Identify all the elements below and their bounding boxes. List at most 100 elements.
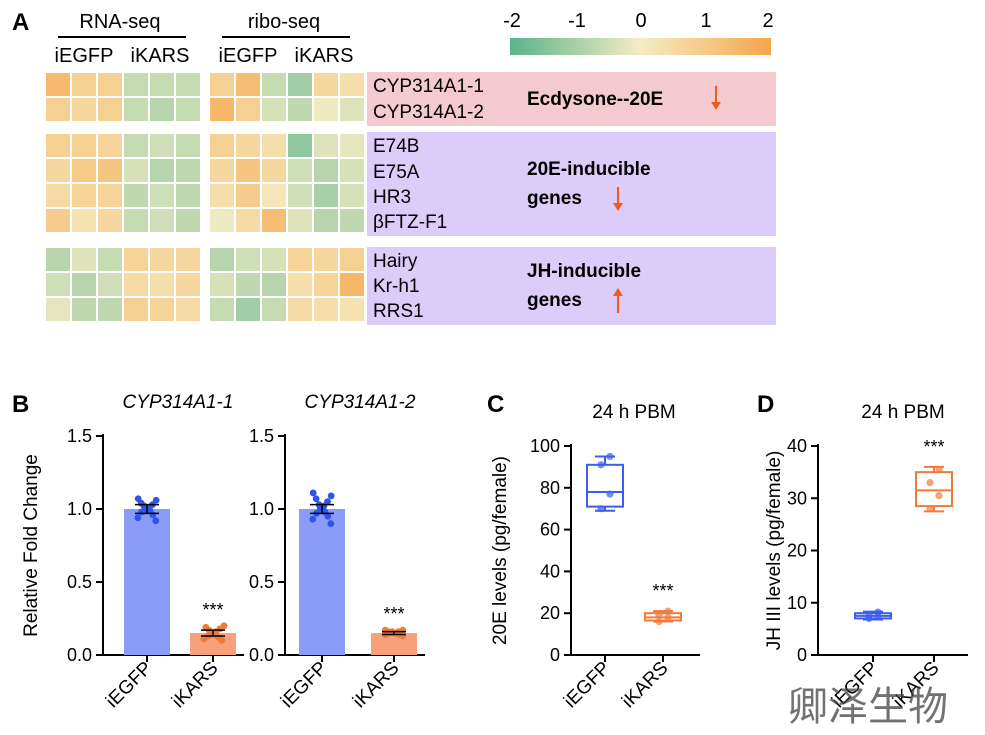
heatmap-cell <box>338 71 366 98</box>
heatmap-cell <box>260 157 288 184</box>
x-tick-label: iEGFP <box>560 658 614 712</box>
heatmap-cell <box>122 207 150 234</box>
col-label-rna-iegfp: iEGFP <box>55 45 114 67</box>
y-tick-label: 60 <box>540 520 560 540</box>
data-point <box>597 461 605 469</box>
header-ribo-seq: ribo-seq <box>248 11 320 33</box>
data-point <box>202 623 210 631</box>
heatmap-cell <box>286 182 314 209</box>
heatmap-cell <box>260 246 288 273</box>
chart-cyp314a1-2: 0.0 0.5 1.0 1.5 iEGFP iKARS CYP314A1-2 *** <box>249 392 425 712</box>
heatmap-cell <box>148 157 176 184</box>
heatmap-cell <box>260 96 288 123</box>
data-point <box>597 505 605 513</box>
gene-label: E74B <box>373 136 419 157</box>
chart-title: CYP314A1-1 <box>123 392 234 413</box>
heatmap-cell <box>70 296 98 323</box>
col-label-ribo-ikars: iKARS <box>295 45 354 67</box>
data-point <box>134 495 142 503</box>
data-point <box>152 496 160 504</box>
y-tick-label: 0 <box>550 645 560 665</box>
heatmap-cell <box>208 132 236 159</box>
colorbar-tick: 1 <box>700 10 711 32</box>
heatmap-cell <box>44 96 72 123</box>
heatmap-cell <box>208 246 236 273</box>
significance-label: *** <box>383 604 404 624</box>
chart-title: 24 h PBM <box>592 402 675 423</box>
group-label-20e-inducible: 20E-inducible <box>527 159 651 180</box>
heatmap-cell <box>148 132 176 159</box>
group-label-20e-inducible-line2: genes <box>527 188 582 209</box>
colorbar: -2 -1 0 1 2 <box>503 10 774 55</box>
heatmap-cell <box>234 71 262 98</box>
heatmap-cell <box>122 182 150 209</box>
heatmap-cell <box>312 71 340 98</box>
watermark: 卿泽生物 <box>788 685 948 729</box>
y-tick-label: 0.0 <box>67 645 92 665</box>
heatmap-cell <box>286 246 314 273</box>
heatmap-cell <box>96 157 124 184</box>
heatmap-cell <box>70 157 98 184</box>
heatmap-cell <box>96 71 124 98</box>
heatmap-cell <box>122 132 150 159</box>
heatmap-cell <box>260 271 288 298</box>
heatmap-cell <box>338 271 366 298</box>
chart-cyp314a1-1: 0.0 0.5 1.0 1.5 iEGFP iKARS Relative Fold Chan… <box>21 392 244 712</box>
heatmap-cell <box>96 246 124 273</box>
heatmap-cell <box>286 207 314 234</box>
y-tick-label: 30 <box>787 488 807 508</box>
y-tick-label: 1.5 <box>249 426 274 446</box>
heatmap-cell <box>96 132 124 159</box>
heatmap-cell <box>70 132 98 159</box>
heatmap-cell <box>148 246 176 273</box>
data-point <box>926 478 934 487</box>
heatmap-cell <box>122 271 150 298</box>
data-point <box>152 517 160 525</box>
group-label-ecdysone: Ecdysone--20E <box>527 89 663 110</box>
gene-label: CYP314A1-1 <box>373 76 484 97</box>
box-iegfp <box>586 463 624 508</box>
heatmap-cell <box>44 271 72 298</box>
colorbar-tick: 2 <box>762 10 773 32</box>
group-band-ecdysone <box>367 72 776 126</box>
data-point <box>309 489 317 497</box>
y-tick-label: 0.5 <box>249 572 274 592</box>
heatmap-cell <box>234 246 262 273</box>
y-tick-label: 1.0 <box>67 499 92 519</box>
col-label-ribo-iegfp: iEGFP <box>219 45 278 67</box>
gene-label: Kr-h1 <box>373 276 419 297</box>
heatmap-cell <box>234 271 262 298</box>
heatmap-cell <box>286 132 314 159</box>
heatmap-cell <box>208 296 236 323</box>
heatmap-cell <box>234 157 262 184</box>
data-point <box>664 607 672 615</box>
heatmap-cell <box>174 157 202 184</box>
heatmap-cell <box>122 246 150 273</box>
heatmap-cell <box>338 157 366 184</box>
heatmap-cell <box>338 96 366 123</box>
bar-ikars <box>371 633 417 655</box>
gene-label: CYP314A1-2 <box>373 102 484 123</box>
heatmap-cell <box>174 207 202 234</box>
data-point <box>926 505 934 513</box>
heatmap-cell <box>208 71 236 98</box>
heatmap-cell <box>234 132 262 159</box>
arrow-head <box>711 102 721 110</box>
x-tick-label: iKARS <box>618 658 672 712</box>
heatmap-cell <box>286 71 314 98</box>
heatmap-cell <box>312 296 340 323</box>
heatmap-cell <box>286 157 314 184</box>
heatmap-cell <box>338 246 366 273</box>
heatmap-cell <box>70 207 98 234</box>
y-tick-label: 80 <box>540 478 560 498</box>
heatmap-cell <box>44 296 72 323</box>
x-tick-label: iEGFP <box>277 658 331 712</box>
y-tick-label: 1.5 <box>67 426 92 446</box>
y-axis-label: JH III levels (pg/female) <box>764 451 785 651</box>
heatmap-cell <box>260 132 288 159</box>
heatmap-cell <box>286 271 314 298</box>
data-point <box>935 465 943 474</box>
data-point <box>664 613 672 621</box>
